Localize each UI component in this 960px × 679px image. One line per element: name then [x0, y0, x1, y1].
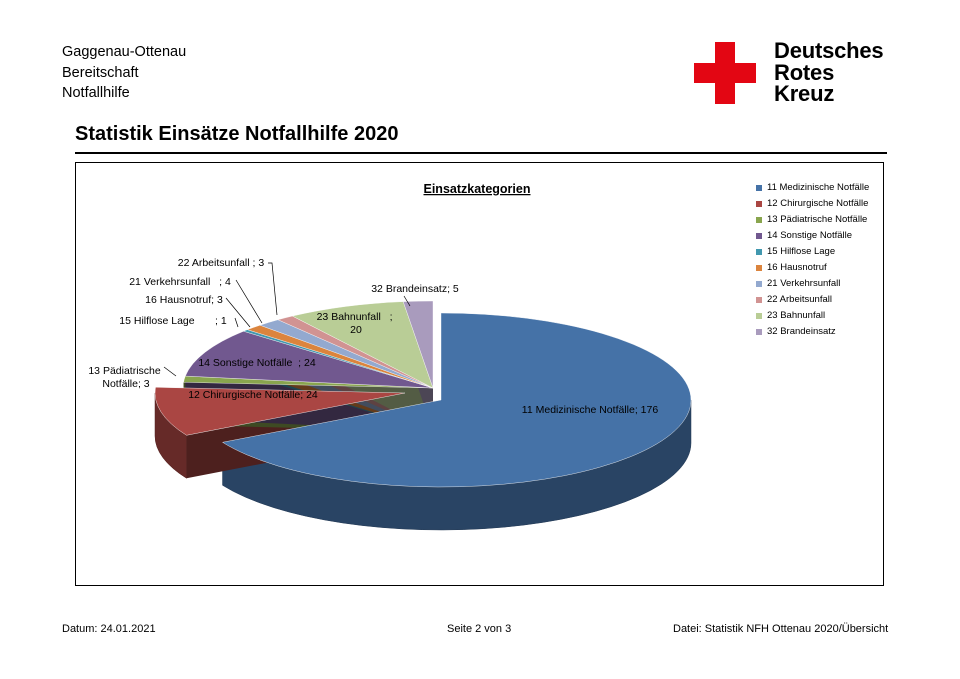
legend-swatch: [756, 313, 762, 319]
title-divider: [75, 152, 887, 154]
data-label-16-hausnotruf: 16 Hausnotruf; 3: [145, 294, 223, 306]
legend-item-13-p-diatrische-notf-lle: 13 Pädiatrische Notfälle: [756, 212, 869, 228]
legend-swatch: [756, 249, 762, 255]
org-line: Notfallhilfe: [62, 85, 130, 101]
leader-line: [403, 295, 411, 307]
leader-line: [225, 297, 251, 328]
leader-line: [163, 366, 177, 377]
pie-slice-23-bahnunfall: [291, 301, 434, 389]
data-label-23-bahnunfall: 20: [350, 324, 362, 336]
data-label-15-hilflose-lage: 15 Hilflose Lage ; 1: [119, 315, 227, 327]
footer-page-number: Seite 2 von 3: [447, 623, 512, 635]
data-label-22-arbeitsunfall: 22 Arbeitsunfall ; 3: [178, 257, 265, 269]
legend-label: 12 Chirurgische Notfälle: [767, 198, 869, 209]
legend-swatch: [756, 217, 762, 223]
legend-swatch: [756, 329, 762, 335]
logo-wordmark: Deutsches Rotes Kreuz: [774, 38, 884, 106]
legend-swatch: [756, 233, 762, 239]
leader-line: [235, 279, 263, 324]
chart-title: Einsatzkategorien: [424, 182, 531, 196]
legend-swatch: [756, 201, 762, 207]
organization-block: Gaggenau-Ottenau Bereitschaft Notfallhil…: [62, 42, 186, 104]
data-label-23-bahnunfall: 23 Bahnunfall ;: [317, 311, 396, 323]
data-label-12-chirurgische-notf-lle: 12 Chirurgische Notfälle; 24: [188, 389, 318, 401]
org-line: Gaggenau-Ottenau: [62, 44, 187, 60]
leader-line: [234, 317, 239, 328]
legend-item-21-verkehrsunfall: 21 Verkehrsunfall: [756, 276, 869, 292]
legend-item-12-chirurgische-notf-lle: 12 Chirurgische Notfälle: [756, 196, 869, 212]
legend-label: 32 Brandeinsatz: [767, 326, 836, 337]
legend-item-14-sonstige-notf-lle: 14 Sonstige Notfälle: [756, 228, 869, 244]
legend-item-16-hausnotruf: 16 Hausnotruf: [756, 260, 869, 276]
logo-word: Kreuz: [774, 81, 835, 106]
drk-logo: Deutsches Rotes Kreuz: [694, 40, 904, 104]
chart-frame: [75, 162, 884, 586]
pie-slice-32-brandeinsatz: [402, 300, 434, 389]
legend-item-11-medizinische-notf-lle: 11 Medizinische Notfälle: [756, 180, 869, 196]
pie-slice-11-medizinische-notf-lle: [221, 312, 692, 488]
legend-item-22-arbeitsunfall: 22 Arbeitsunfall: [756, 292, 869, 308]
legend-label: 21 Verkehrsunfall: [767, 278, 841, 289]
red-cross-icon: [694, 42, 756, 104]
legend-label: 16 Hausnotruf: [767, 262, 827, 273]
page-title: Statistik Einsätze Notfallhilfe 2020: [75, 123, 399, 145]
legend-label: 22 Arbeitsunfall: [767, 294, 832, 305]
data-label-13-p-diatrische-notf-lle: 13 Pädiatrische: [88, 365, 163, 377]
legend-item-23-bahnunfall: 23 Bahnunfall: [756, 308, 869, 324]
legend-label: 13 Pädiatrische Notfälle: [767, 214, 868, 225]
data-label-13-p-diatrische-notf-lle: Notfälle; 3: [102, 378, 149, 390]
logo-word: Rotes: [774, 59, 835, 85]
footer-file-path: Datei: Statistik NFH Ottenau 2020/Übersi…: [673, 623, 889, 635]
legend-label: 11 Medizinische Notfälle: [767, 182, 870, 193]
leader-line: [268, 262, 278, 316]
data-label-21-verkehrsunfall: 21 Verkehrsunfall ; 4: [129, 276, 231, 288]
legend-swatch: [756, 185, 762, 191]
legend-label: 14 Sonstige Notfälle: [767, 230, 853, 241]
pie-slice-12-chirurgische-notf-lle: [154, 387, 406, 436]
legend-label: 23 Bahnunfall: [767, 310, 826, 321]
data-label-14-sonstige-notf-lle: 14 Sonstige Notfälle ; 24: [198, 357, 315, 369]
legend-item-15-hilflose-lage: 15 Hilflose Lage: [756, 244, 869, 260]
org-line: Bereitschaft: [62, 64, 139, 81]
legend-label: 15 Hilflose Lage: [767, 246, 836, 257]
legend-swatch: [756, 297, 762, 303]
legend-swatch: [756, 281, 762, 287]
data-label-11-medizinische-notf-lle: 11 Medizinische Notfälle; 176: [522, 404, 659, 416]
chart-legend: 11 Medizinische Notfälle 12 Chirurgische …: [756, 180, 869, 340]
footer-date: Datum: 24.01.2021: [62, 623, 156, 635]
data-label-32-brandeinsatz: 32 Brandeinsatz; 5: [371, 283, 459, 295]
pie-slice-14-sonstige-notf-lle: [185, 331, 434, 389]
legend-item-32-brandeinsatz: 32 Brandeinsatz: [756, 324, 869, 340]
logo-word: Deutsches: [774, 38, 884, 63]
legend-swatch: [756, 265, 762, 271]
